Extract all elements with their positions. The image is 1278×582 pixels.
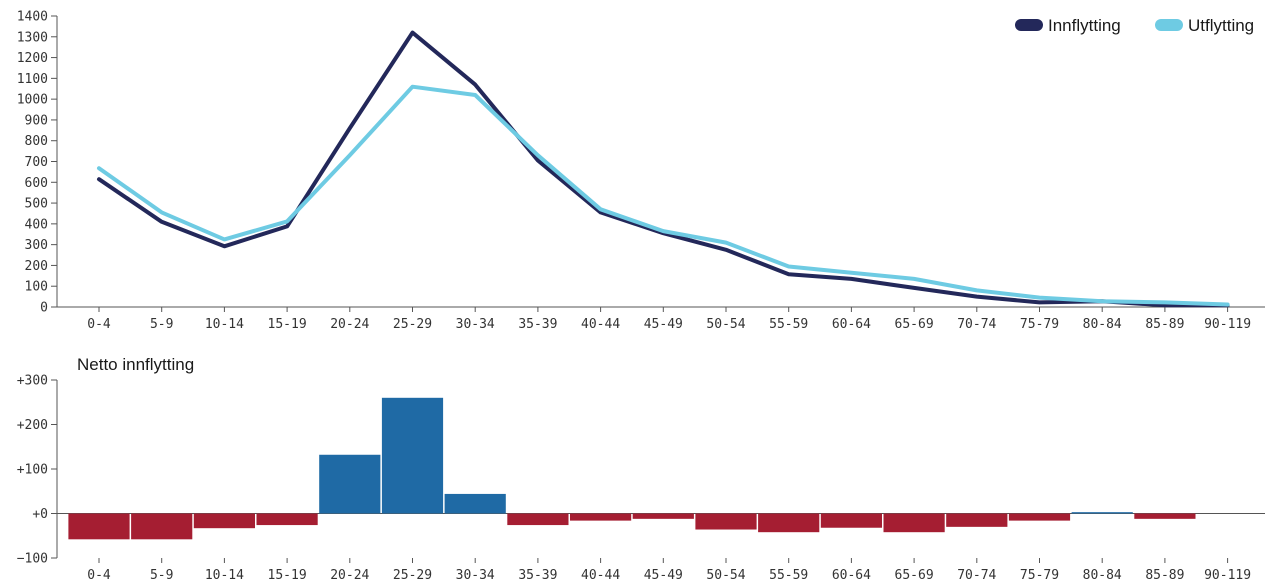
bar-50-54	[695, 513, 757, 530]
x-tick-label: 60-64	[832, 317, 871, 332]
x-tick-label: 30-34	[456, 568, 495, 582]
y-tick-label: +200	[17, 418, 48, 433]
y-tick-label: 1000	[17, 93, 48, 108]
y-tick-label: +300	[17, 374, 48, 389]
x-tick-label: 90-119	[1204, 568, 1251, 582]
x-tick-label: 65-69	[895, 317, 934, 332]
bar-70-74	[946, 513, 1008, 527]
x-tick-label: 90-119	[1204, 317, 1251, 332]
net-bar-chart: Netto innflytting −100 +0 +100 +200 +300 0-4 5-…	[17, 355, 1265, 582]
bar-65-69	[883, 513, 945, 533]
y-tick-label: 700	[25, 155, 48, 170]
bar-45-49	[632, 513, 694, 519]
y-tick-label: 500	[25, 197, 48, 212]
x-tick-label: 35-39	[518, 317, 557, 332]
x-tick-label: 75-79	[1020, 317, 1059, 332]
y-tick-label: 300	[25, 238, 48, 253]
bar-10-14	[193, 513, 255, 529]
x-tick-label: 20-24	[330, 317, 369, 332]
x-tick-label: 70-74	[957, 317, 996, 332]
legend-swatch-innflytting	[1015, 19, 1043, 31]
x-tick-label: 40-44	[581, 568, 620, 582]
chart-title: Netto innflytting	[77, 355, 194, 374]
line-chart: 0 100 200 300 400 500 600 700 800 900 1000 1100 1200…	[17, 10, 1265, 332]
y-tick-label: 900	[25, 113, 48, 128]
x-tick-label: 20-24	[330, 568, 369, 582]
bar-40-44	[570, 513, 632, 521]
x-tick-label: 45-49	[644, 317, 683, 332]
x-tick-label: 50-54	[706, 568, 745, 582]
x-tick-label: 15-19	[268, 317, 307, 332]
x-tick-label: 75-79	[1020, 568, 1059, 582]
y-tick-label: 100	[25, 280, 48, 295]
y-tick-label: −100	[17, 552, 48, 567]
bar-15-19	[256, 513, 318, 526]
x-tick-label: 65-69	[895, 568, 934, 582]
x-tick-label: 60-64	[832, 568, 871, 582]
y-tick-label: 0	[40, 301, 48, 316]
x-tick-label: 35-39	[518, 568, 557, 582]
legend-swatch-utflytting	[1155, 19, 1183, 31]
bar-85-89	[1134, 513, 1196, 519]
y-tick-label: 200	[25, 259, 48, 274]
x-tick-label: 30-34	[456, 317, 495, 332]
bar-0-4	[68, 513, 130, 540]
legend-label: Innflytting	[1048, 16, 1121, 35]
legend-label: Utflytting	[1188, 16, 1254, 35]
bar-25-29	[381, 397, 444, 514]
bar-60-64	[820, 513, 882, 528]
x-tick-label: 10-14	[205, 317, 244, 332]
x-tick-label: 0-4	[87, 317, 111, 332]
x-tick-label: 80-84	[1083, 317, 1122, 332]
x-tick-label: 5-9	[150, 317, 173, 332]
series-line-utflytting	[97, 84, 1230, 307]
y-tick-label: 1200	[17, 51, 48, 66]
y-tick-label: 800	[25, 134, 48, 149]
bar-75-79	[1008, 513, 1071, 521]
bar-30-34	[444, 493, 506, 514]
x-tick-label: 40-44	[581, 317, 620, 332]
x-tick-label: 25-29	[393, 317, 432, 332]
x-tick-label: 5-9	[150, 568, 173, 582]
series-line-innflytting	[97, 30, 1230, 308]
y-tick-label: 1400	[17, 10, 48, 25]
x-tick-label: 80-84	[1083, 568, 1122, 582]
bar-80-84	[1071, 512, 1133, 514]
x-tick-label: 85-89	[1145, 568, 1184, 582]
x-tick-label: 70-74	[957, 568, 996, 582]
x-tick-label: 15-19	[268, 568, 307, 582]
y-tick-label: +0	[32, 507, 48, 522]
y-tick-label: 1300	[17, 30, 48, 45]
y-tick-label: +100	[17, 463, 48, 478]
x-tick-label: 85-89	[1145, 317, 1184, 332]
y-tick-label: 400	[25, 217, 48, 232]
x-tick-label: 55-59	[769, 317, 808, 332]
x-tick-label: 25-29	[393, 568, 432, 582]
y-tick-label: 1100	[17, 72, 48, 87]
bar-55-59	[758, 513, 820, 533]
bar-35-39	[507, 513, 569, 526]
y-tick-label: 600	[25, 176, 48, 191]
x-tick-label: 55-59	[769, 568, 808, 582]
bar-5-9	[131, 513, 193, 540]
x-tick-label: 45-49	[644, 568, 683, 582]
x-tick-label: 50-54	[706, 317, 745, 332]
bar-20-24	[319, 454, 381, 514]
x-tick-label: 10-14	[205, 568, 244, 582]
x-tick-label: 0-4	[87, 568, 111, 582]
